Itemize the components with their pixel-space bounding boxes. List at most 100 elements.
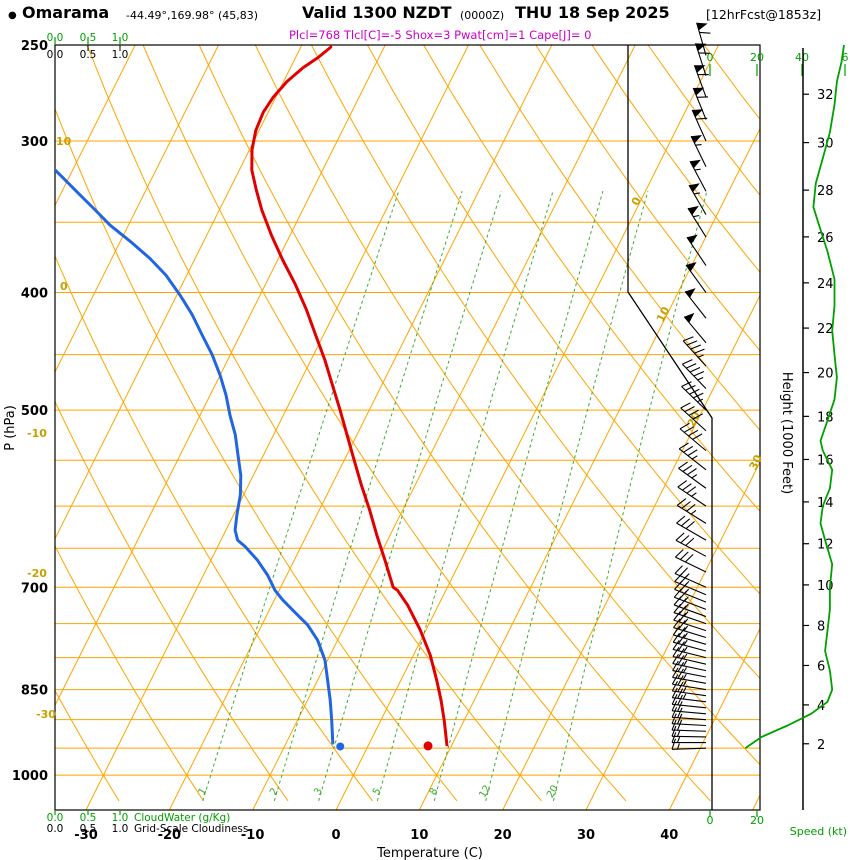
wind-barb-full [677,661,685,672]
wind-barb-pennant [696,22,708,31]
wind-barb-full [689,366,701,373]
wind-barb-full [682,359,693,365]
wind-speed-profile [744,44,845,749]
wind-barb-half [697,354,704,358]
mixing-ratio-label: 12 [477,783,493,800]
height-axis-title: Height (1000 Feet) [779,372,794,494]
dry-adiabat-label: -20 [27,567,47,580]
wind-barb-half [683,632,688,639]
wind-barb-staff [672,703,707,709]
pressure-tick-label: 300 [21,135,48,150]
wind-barb-full [672,639,680,650]
mixing-ratio-label: 8 [428,786,441,797]
wind-barb-full [685,537,695,546]
dry-adiabat-line [55,254,373,802]
wind-barb-full [677,480,688,488]
wind-barb-half [693,214,700,218]
wind-barb-full [672,632,680,643]
dry-adiabat-line [759,45,760,46]
dry-adiabat-line [198,45,711,802]
wind-barb-staff [675,556,707,573]
height-tick-label: 6 [817,659,825,674]
wind-barb-full [677,641,685,652]
speed-tick-label: 20 [750,814,764,827]
wind-barb-half [693,192,700,195]
wind-barb-half [684,588,690,594]
wind-barb-half [684,573,690,579]
wind-barb-full [680,402,691,409]
wind-barb-staff [672,697,707,703]
dry-adiabat-line [55,400,289,802]
speed-tick-label: 0 [707,51,714,64]
wind-barb-full [692,413,703,420]
valid-date: THU 18 Sep 2025 [515,3,670,22]
wind-barb-full [693,370,705,377]
wind-barb-full [672,654,679,664]
wind-barb-full [687,449,698,457]
cloudwater-scale-tick: 0.0 [47,812,64,824]
mixing-ratio-line [433,191,604,802]
wind-barb-full [671,725,677,737]
dry-adiabat-line [142,45,627,802]
wind-barb-full [671,687,678,698]
wind-barb-full [677,707,683,718]
dry-adiabat-line [55,107,458,802]
height-tick-label: 2 [817,738,825,753]
dry-adiabat-label: 10 [56,135,72,148]
wind-barb-full [676,719,683,731]
dry-adiabat-label: -30 [36,708,56,721]
pressure-axis-title: P (hPa) [3,405,18,451]
wind-barb-full [678,442,689,450]
wind-barb-half [695,144,702,146]
valid-time: Valid 1300 NZDT [302,3,452,22]
wind-barb-half [683,639,688,646]
mixing-ratio-label: 3 [312,786,325,797]
isotherm-line [585,460,760,810]
height-tick-label: 28 [817,184,834,199]
wind-barb-half [682,673,687,680]
wind-barb-pennant [688,205,699,215]
wind-barb-half [684,596,689,602]
wind-barb-full [688,429,699,437]
wind-barb-staff [672,690,707,697]
wind-barb-half [691,455,698,460]
wind-barb-full [671,738,676,750]
wind-barb-staff [694,43,707,76]
wind-barb-full [679,567,688,577]
mixing-ratio-label: 2 [268,786,281,797]
temperature-tick-label: -20 [158,828,182,843]
wind-barb-half [683,646,688,653]
wind-barb-full [678,634,686,644]
wind-barb-full [675,532,685,541]
wind-barb-full [686,503,696,512]
wind-barb-half [690,509,697,515]
wind-barb-full [684,406,695,413]
wind-barb-staff [688,184,707,215]
cloud-scales: 0.00.00.50.51.01.0 CloudWater (g/Kg)0.00.… [47,32,249,835]
temperature-tick-label: 10 [410,828,428,843]
isotherm-line [502,294,760,810]
cloudiness-scale-tick: 0.0 [47,823,64,835]
wind-barb-staff [674,596,707,610]
height-tick-label: 22 [817,322,834,337]
wind-barb-full [678,461,688,469]
plot-frame [54,44,761,811]
wind-barb-full [677,668,684,679]
wind-barb-full [676,498,687,506]
cloudiness-scale-tick: 1.0 [112,49,129,61]
dry-adiabat-line [55,689,120,802]
height-tick-label: 14 [817,496,834,511]
wind-barb-half [682,667,687,673]
wind-barb-full [676,713,683,725]
wind-barb-full [677,694,683,706]
wind-barb-full [671,707,678,718]
wind-barb-pennant [686,262,697,272]
surface-dewpoint-dot [336,742,345,751]
wind-barb-full [671,681,678,692]
wind-barb-staff [672,710,707,715]
wind-barb-full [687,468,697,476]
isotherm-line [252,45,636,810]
wind-barb-full [681,381,692,387]
